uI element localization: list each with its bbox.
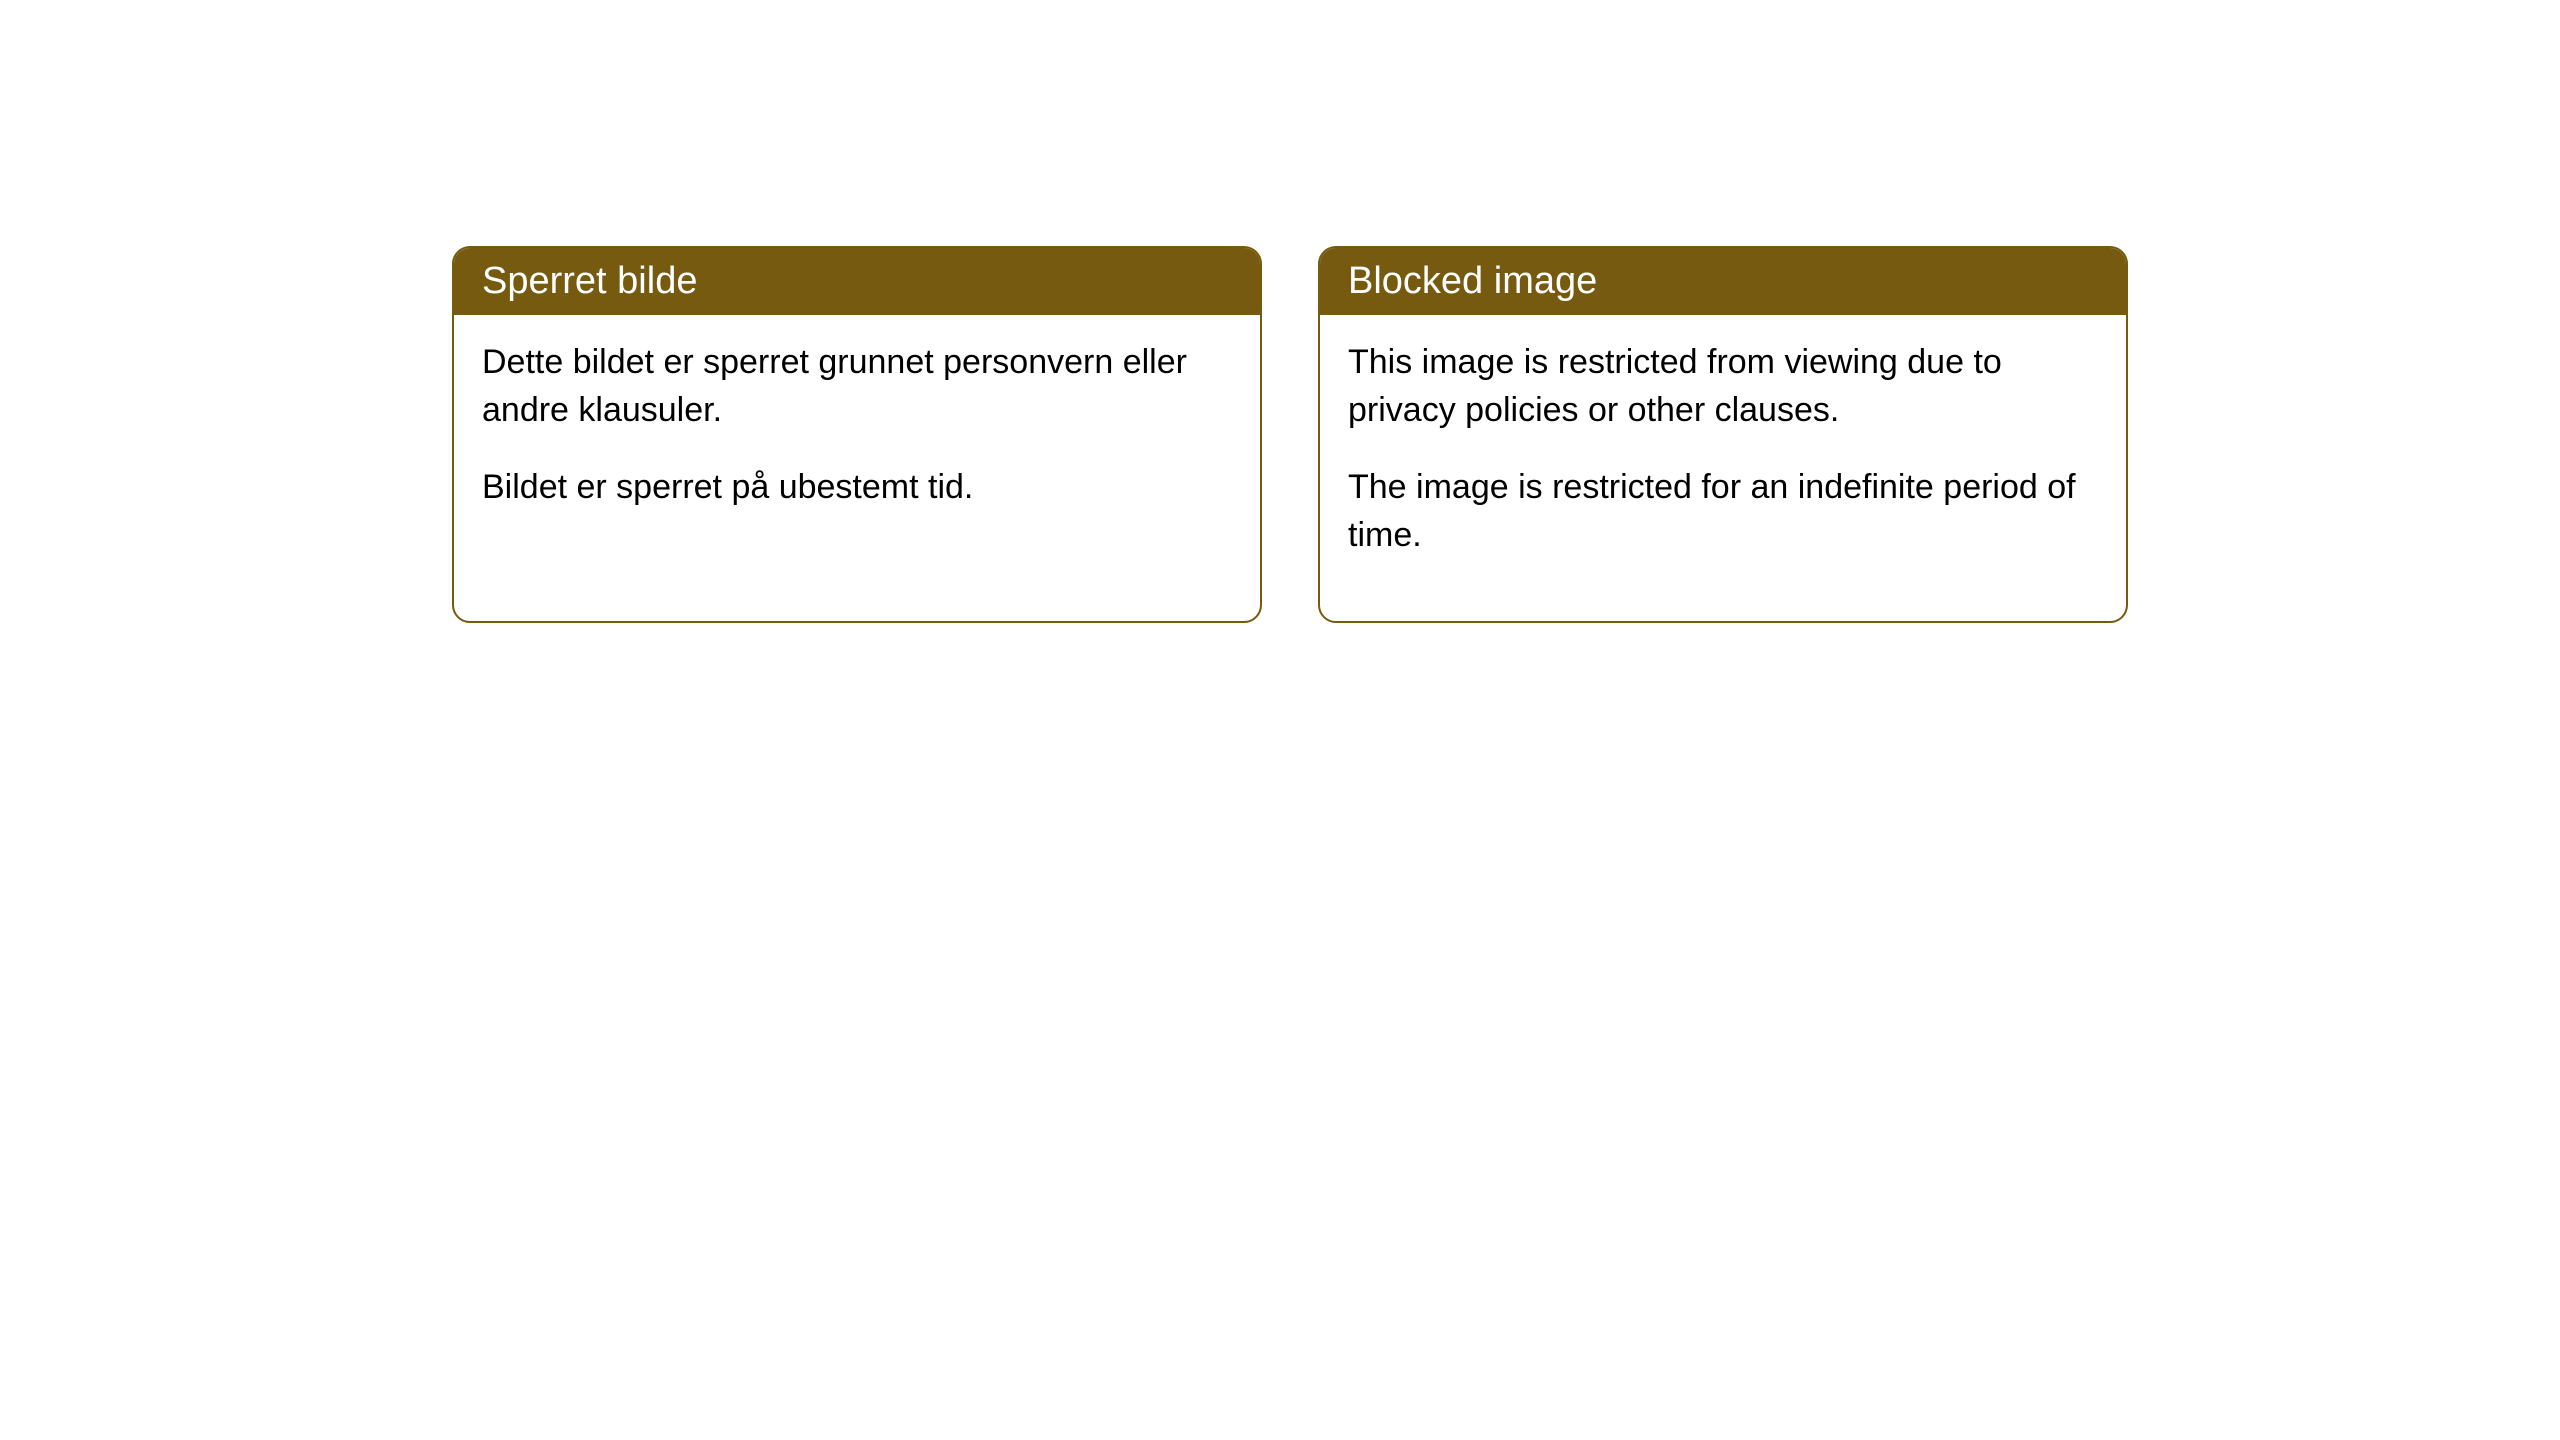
- card-paragraph-2: Bildet er sperret på ubestemt tid.: [482, 464, 1232, 512]
- card-header: Blocked image: [1320, 248, 2126, 315]
- card-title: Sperret bilde: [482, 260, 697, 302]
- notice-cards-container: Sperret bilde Dette bildet er sperret gr…: [452, 246, 2128, 623]
- card-paragraph-2: The image is restricted for an indefinit…: [1348, 464, 2098, 559]
- blocked-image-card-en: Blocked image This image is restricted f…: [1318, 246, 2128, 623]
- card-paragraph-1: This image is restricted from viewing du…: [1348, 339, 2098, 434]
- card-header: Sperret bilde: [454, 248, 1260, 315]
- card-body: This image is restricted from viewing du…: [1320, 315, 2126, 621]
- card-paragraph-1: Dette bildet er sperret grunnet personve…: [482, 339, 1232, 434]
- card-title: Blocked image: [1348, 260, 1597, 302]
- blocked-image-card-no: Sperret bilde Dette bildet er sperret gr…: [452, 246, 1262, 623]
- card-body: Dette bildet er sperret grunnet personve…: [454, 315, 1260, 574]
